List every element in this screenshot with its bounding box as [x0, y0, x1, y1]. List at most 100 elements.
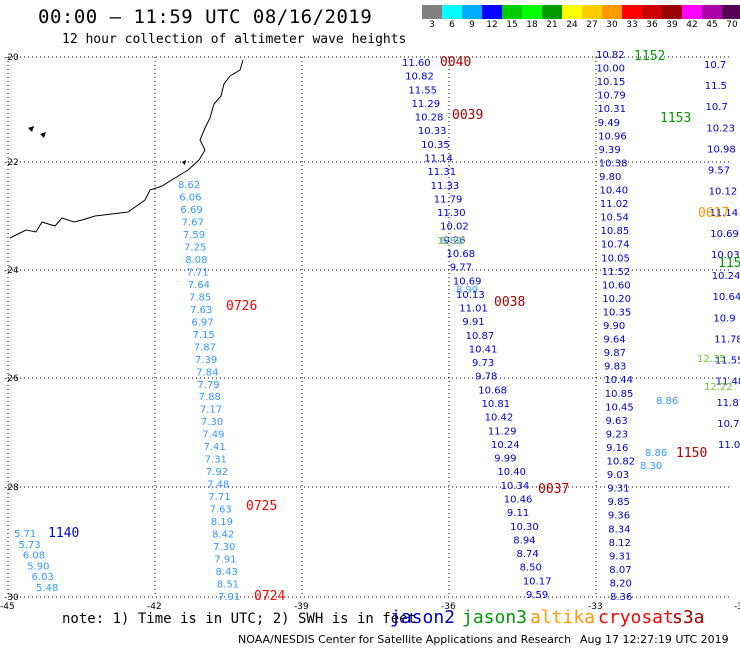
axis-labels: -20-22-24-26-28-30-45-42-39-36-33-30 — [0, 53, 740, 612]
color-scale-swatch — [602, 5, 622, 19]
track-d-value: 9.87 — [604, 348, 626, 359]
legend-jason2: jason2 — [390, 607, 456, 628]
coastline — [9, 59, 244, 239]
track-c-value: 11.33 — [431, 181, 460, 192]
track-e-value: 10.03 — [711, 250, 740, 261]
track-d-value: 9.31 — [609, 551, 631, 562]
time-label: 0037 — [538, 482, 569, 497]
track-e-value: 10.7 — [706, 102, 728, 113]
track-c-value: 11.29 — [412, 99, 441, 110]
track-a-value: 7.17 — [200, 405, 222, 416]
track-c-value: 11.60 — [402, 58, 431, 69]
color-scale-swatch — [502, 5, 522, 19]
track-c-value: 10.81 — [481, 399, 510, 410]
track-a-value: 7.84 — [196, 367, 218, 378]
color-scale-label: 45 — [706, 20, 718, 30]
track-d-green-value: 12.22 — [704, 382, 733, 393]
track-a-value: 7.88 — [199, 392, 221, 403]
lon-label: -36 — [441, 602, 456, 612]
track-c-cyan-value: 8.99 — [456, 285, 478, 296]
lon-label: -45 — [0, 602, 15, 612]
track-a-value: 7.91 — [214, 555, 236, 566]
track-a-value: 7.79 — [197, 380, 219, 391]
color-scale-label: 21 — [546, 20, 558, 30]
track-d-value: 10.54 — [600, 213, 629, 224]
track-d-value: 10.35 — [603, 307, 632, 318]
track-c-value: 10.40 — [497, 467, 526, 478]
time-label: 0039 — [452, 108, 483, 123]
track-a-value: 7.92 — [206, 467, 228, 478]
track-d-value: 10.74 — [601, 240, 630, 251]
track-a-value: 6.69 — [180, 205, 202, 216]
time-label: 0726 — [226, 299, 257, 314]
track-b-value: 6.03 — [32, 572, 54, 583]
track-d-value: 10.96 — [598, 131, 627, 142]
track-a-value: 7.91 — [218, 592, 240, 603]
track-a-value: 8.19 — [211, 517, 233, 528]
track-e-value: 10.23 — [706, 123, 735, 134]
track-c-value: 9.99 — [494, 454, 516, 465]
track-c-value: 10.02 — [440, 222, 469, 233]
track-d-value: 8.07 — [609, 565, 631, 576]
color-scale-label: 15 — [506, 20, 518, 30]
track-c-value: 11.30 — [437, 208, 466, 219]
legend-s3a: s3a — [672, 607, 705, 628]
legend-altika: altika — [530, 607, 596, 628]
track-d-value: 9.64 — [603, 335, 625, 346]
track-e-value: 10.9 — [713, 313, 735, 324]
color-scale-swatch — [582, 5, 602, 19]
time-labels: 0040 0039 0038 0037 0726 0725 0724 1140 1150 1152… — [48, 49, 740, 604]
track-d-value: 11.02 — [600, 199, 629, 210]
track-a-value: 7.39 — [195, 355, 217, 366]
track-a-value: 7.87 — [194, 342, 216, 353]
map-frame — [7, 56, 732, 598]
color-scale-label: 27 — [586, 20, 598, 30]
track-d-value: 8.36 — [610, 592, 632, 603]
track-d-value: 10.05 — [601, 253, 630, 264]
lon-label: -39 — [294, 602, 309, 612]
lat-label: -30 — [4, 593, 19, 603]
track-c-value: 10.28 — [415, 113, 444, 124]
track-e-value: 11.5 — [705, 81, 727, 92]
color-scale-swatch — [522, 5, 542, 19]
track-c-value: 10.68 — [478, 385, 507, 396]
track-a-value: 7.59 — [183, 230, 205, 241]
track-b-value: 5.48 — [36, 583, 58, 594]
track-a-value: 7.30 — [213, 542, 235, 553]
track-a-value: 7.71 — [186, 267, 208, 278]
track-d-value: 10.40 — [600, 186, 629, 197]
track-e-value: 10.74 — [717, 419, 740, 430]
track-e-value: 10.64 — [713, 292, 740, 303]
track-d-value: 9.23 — [606, 429, 628, 440]
track-c-value: 8.74 — [516, 549, 538, 560]
color-scale-swatch — [462, 5, 482, 19]
color-scale-label: 12 — [486, 20, 498, 30]
track-d-value: 9.49 — [598, 118, 620, 129]
track-c-value: 11.55 — [408, 85, 437, 96]
track-d-value: 11.52 — [602, 267, 631, 278]
track-c-value: 10.13 — [456, 290, 485, 301]
track-b-value: 5.73 — [18, 540, 40, 551]
island-shape — [28, 126, 34, 132]
color-scale-label: 42 — [686, 20, 698, 30]
color-scale-label: 36 — [646, 20, 658, 30]
color-scale-swatch — [442, 5, 462, 19]
color-scale-label: 33 — [626, 20, 638, 30]
track-d-value: 10.82 — [596, 50, 625, 61]
color-scale-swatch — [622, 5, 642, 19]
track-c-value: 11.31 — [427, 167, 456, 178]
track-d-value: 9.83 — [604, 362, 626, 373]
track-e-value: 10.24 — [712, 271, 740, 282]
track-d-value: 10.20 — [602, 294, 631, 305]
time-label: 0038 — [494, 295, 525, 310]
color-scale-label: 30 — [606, 20, 618, 30]
track-a-value: 7.31 — [205, 455, 227, 466]
coastline-path — [9, 59, 244, 239]
color-scale-swatch — [482, 5, 502, 19]
color-scale-swatch — [562, 5, 582, 19]
track-a-value: 7.41 — [203, 442, 225, 453]
track-a-value: 7.67 — [182, 217, 204, 228]
track-d-value: 8.20 — [610, 578, 632, 589]
lon-label: -33 — [588, 602, 603, 612]
